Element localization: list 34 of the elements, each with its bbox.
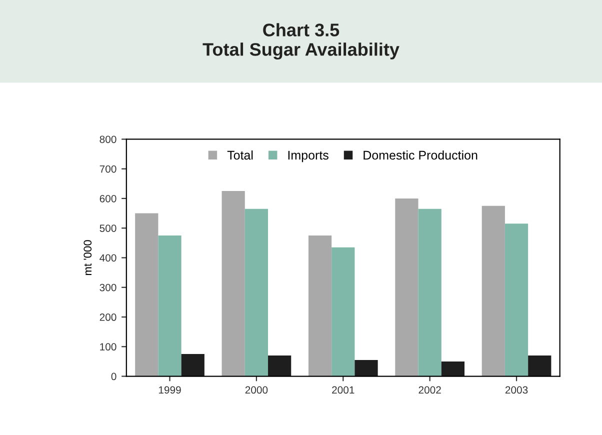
bar xyxy=(395,198,418,376)
bar xyxy=(244,208,268,376)
bar xyxy=(332,247,355,376)
y-tick-label: 400 xyxy=(100,254,116,262)
x-tick-label: 2003 xyxy=(505,386,528,394)
legend-label: Total xyxy=(227,150,253,160)
bar xyxy=(354,360,378,376)
chart-title: Chart 3.5 Total Sugar Availability xyxy=(202,23,400,60)
bar xyxy=(268,356,292,376)
x-tick-label: 2000 xyxy=(245,386,268,394)
y-tick-label: 700 xyxy=(100,165,116,173)
y-tick-label: 500 xyxy=(100,224,116,232)
bar xyxy=(482,206,505,376)
bar xyxy=(181,354,204,376)
bar xyxy=(308,236,332,376)
y-tick-label: 800 xyxy=(100,136,116,144)
bar xyxy=(441,361,465,376)
x-tick-label: 2002 xyxy=(418,386,441,394)
bar xyxy=(222,191,245,376)
legend-label: Imports xyxy=(288,150,328,162)
bar xyxy=(158,236,182,376)
y-tick-label: 200 xyxy=(100,314,116,321)
y-tick-label: 100 xyxy=(100,343,116,351)
bar xyxy=(504,224,528,376)
y-axis-title: mt '000 xyxy=(84,240,92,276)
bar xyxy=(135,213,158,376)
x-tick-label: 2001 xyxy=(332,386,354,394)
y-tick-label: 300 xyxy=(100,284,116,292)
legend-label: Domestic Production xyxy=(364,150,478,160)
bar xyxy=(418,208,442,376)
x-tick-label: 1999 xyxy=(158,386,181,394)
y-tick-label: 600 xyxy=(100,194,116,202)
y-tick-label: 0 xyxy=(111,372,116,380)
bar xyxy=(528,356,552,376)
